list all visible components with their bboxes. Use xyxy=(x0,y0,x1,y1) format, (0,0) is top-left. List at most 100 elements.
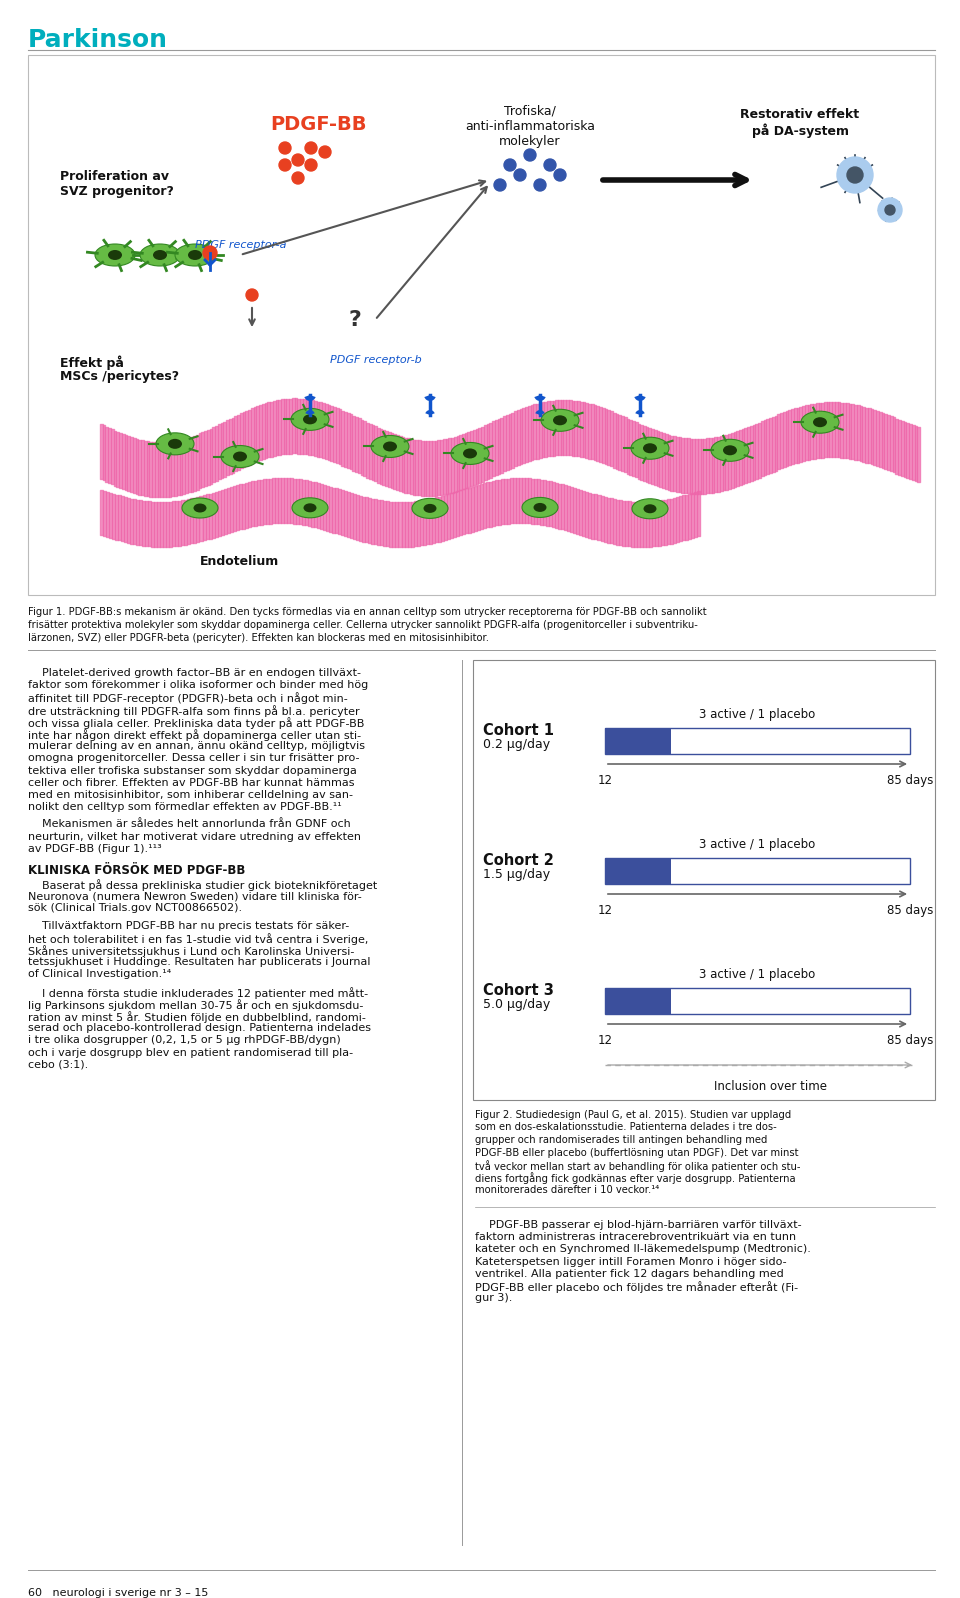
Text: 85 days: 85 days xyxy=(887,904,933,917)
Ellipse shape xyxy=(643,443,657,454)
Text: neurturin, vilket har motiverat vidare utredning av effekten: neurturin, vilket har motiverat vidare u… xyxy=(28,831,361,842)
Text: frisätter protektiva molekyler som skyddar dopaminerga celler. Cellerna utrycker: frisätter protektiva molekyler som skydd… xyxy=(28,620,698,630)
Text: Endotelium: Endotelium xyxy=(200,555,279,567)
Text: 3 active / 1 placebo: 3 active / 1 placebo xyxy=(700,708,816,721)
Text: 12: 12 xyxy=(597,904,612,917)
Text: PDGF-BB: PDGF-BB xyxy=(270,115,367,134)
Text: Cohort 3: Cohort 3 xyxy=(483,983,554,999)
Circle shape xyxy=(494,179,506,192)
Text: 3 active / 1 placebo: 3 active / 1 placebo xyxy=(700,968,816,981)
Circle shape xyxy=(878,198,902,222)
Bar xyxy=(605,729,671,754)
Text: Inclusion over time: Inclusion over time xyxy=(713,1080,827,1093)
Text: Trofiska/: Trofiska/ xyxy=(504,105,556,118)
Circle shape xyxy=(305,158,317,171)
Wedge shape xyxy=(425,411,435,415)
Text: ventrikel. Alla patienter fick 12 dagars behandling med: ventrikel. Alla patienter fick 12 dagars… xyxy=(475,1269,783,1278)
Text: Neuronova (numera Newron Sweden) vidare till kliniska för-: Neuronova (numera Newron Sweden) vidare … xyxy=(28,892,362,901)
Ellipse shape xyxy=(723,446,737,455)
Text: lig Parkinsons sjukdom mellan 30-75 år och en sjukdomsdu-: lig Parkinsons sjukdom mellan 30-75 år o… xyxy=(28,999,364,1010)
Text: SVZ progenitor?: SVZ progenitor? xyxy=(60,185,174,198)
Circle shape xyxy=(524,149,536,161)
Circle shape xyxy=(837,157,873,193)
Circle shape xyxy=(292,173,304,184)
Wedge shape xyxy=(535,395,545,401)
Text: 1.5 µg/day: 1.5 µg/day xyxy=(483,868,550,880)
Ellipse shape xyxy=(463,449,477,459)
Text: Cohort 2: Cohort 2 xyxy=(483,853,554,868)
Ellipse shape xyxy=(221,446,259,468)
Text: 60   neurologi i sverige nr 3 – 15: 60 neurologi i sverige nr 3 – 15 xyxy=(28,1588,208,1598)
Text: gur 3).: gur 3). xyxy=(475,1293,513,1304)
Bar xyxy=(605,988,910,1015)
Text: celler och fibrer. Effekten av PDGF-BB har kunnat hämmas: celler och fibrer. Effekten av PDGF-BB h… xyxy=(28,778,354,788)
Text: som en dos-eskalationsstudie. Patienterna delades i tre dos-: som en dos-eskalationsstudie. Patientern… xyxy=(475,1122,777,1133)
Ellipse shape xyxy=(371,436,409,457)
Circle shape xyxy=(847,168,863,184)
Text: cebo (3:1).: cebo (3:1). xyxy=(28,1059,88,1069)
Text: omogna progenitorceller. Dessa celler i sin tur frisätter pro-: omogna progenitorceller. Dessa celler i … xyxy=(28,753,359,764)
Text: Baserat på dessa prekliniska studier gick bioteknikföretaget: Baserat på dessa prekliniska studier gic… xyxy=(28,879,377,892)
Wedge shape xyxy=(635,395,646,401)
Bar xyxy=(605,858,671,884)
Ellipse shape xyxy=(303,503,317,513)
Circle shape xyxy=(544,158,556,171)
Bar xyxy=(605,988,671,1015)
Ellipse shape xyxy=(631,438,669,459)
Text: 85 days: 85 days xyxy=(887,1034,933,1047)
Text: och vissa gliala celler. Prekliniska data tyder på att PDGF-BB: och vissa gliala celler. Prekliniska dat… xyxy=(28,718,365,729)
Circle shape xyxy=(504,158,516,171)
Bar xyxy=(28,54,935,594)
Circle shape xyxy=(292,153,304,166)
Text: PDGF receptor-a: PDGF receptor-a xyxy=(195,240,286,249)
Text: 0.2 µg/day: 0.2 µg/day xyxy=(483,738,550,751)
Ellipse shape xyxy=(156,433,194,455)
Text: affinitet till PDGF-receptor (PDGFR)-beta och i något min-: affinitet till PDGF-receptor (PDGFR)-bet… xyxy=(28,692,348,705)
Text: tetssjukhuset i Huddinge. Resultaten har publicerats i Journal: tetssjukhuset i Huddinge. Resultaten har… xyxy=(28,957,371,967)
Circle shape xyxy=(534,179,546,192)
Text: Restorativ effekt: Restorativ effekt xyxy=(740,109,859,121)
Text: Platelet-derived growth factor–BB är en endogen tillväxt-: Platelet-derived growth factor–BB är en … xyxy=(28,668,361,678)
Ellipse shape xyxy=(383,441,397,452)
Text: anti-inflammatoriska: anti-inflammatoriska xyxy=(465,120,595,133)
Ellipse shape xyxy=(194,503,206,513)
Text: KLINISKA FÖRSÖK MED PDGF-BB: KLINISKA FÖRSÖK MED PDGF-BB xyxy=(28,865,246,877)
Wedge shape xyxy=(304,395,316,401)
Ellipse shape xyxy=(168,439,182,449)
Text: på DA-system: på DA-system xyxy=(752,123,849,137)
Text: molekyler: molekyler xyxy=(499,134,561,149)
Wedge shape xyxy=(424,395,436,401)
Circle shape xyxy=(246,289,258,300)
Text: kateter och en Synchromed II-läkemedelspump (Medtronic).: kateter och en Synchromed II-läkemedelsp… xyxy=(475,1245,811,1254)
Text: inte har någon direkt effekt på dopaminerga celler utan sti-: inte har någon direkt effekt på dopamine… xyxy=(28,729,361,741)
Text: PDGF-BB passerar ej blod-hjärn-barriären varför tillväxt-: PDGF-BB passerar ej blod-hjärn-barriären… xyxy=(475,1219,802,1230)
Circle shape xyxy=(319,145,331,158)
Circle shape xyxy=(554,169,566,181)
Text: 85 days: 85 days xyxy=(887,773,933,786)
Wedge shape xyxy=(305,411,315,415)
Text: Effekt på: Effekt på xyxy=(60,355,124,369)
Text: PDGF-BB eller placebo (buffertlösning utan PDGF). Det var minst: PDGF-BB eller placebo (buffertlösning ut… xyxy=(475,1147,799,1157)
Text: dre utsträckning till PDGFR-alfa som finns på bl.a. pericyter: dre utsträckning till PDGFR-alfa som fin… xyxy=(28,705,360,716)
Text: med en mitosisinhibitor, som inhiberar celldelning av san-: med en mitosisinhibitor, som inhiberar c… xyxy=(28,789,353,801)
Ellipse shape xyxy=(451,443,489,465)
Text: Proliferation av: Proliferation av xyxy=(60,169,169,184)
Text: 12: 12 xyxy=(597,1034,612,1047)
Circle shape xyxy=(279,142,291,153)
Ellipse shape xyxy=(153,249,167,260)
Text: grupper och randomiserades till antingen behandling med: grupper och randomiserades till antingen… xyxy=(475,1135,767,1146)
Ellipse shape xyxy=(188,249,202,260)
Ellipse shape xyxy=(291,409,329,430)
Text: of Clinical Investigation.¹⁴: of Clinical Investigation.¹⁴ xyxy=(28,970,171,980)
Text: Figur 2. Studiedesign (Paul G, et al. 2015). Studien var upplagd: Figur 2. Studiedesign (Paul G, et al. 20… xyxy=(475,1111,791,1120)
Text: två veckor mellan start av behandling för olika patienter och stu-: två veckor mellan start av behandling fö… xyxy=(475,1160,801,1171)
Text: sök (Clinical Trials.gov NCT00866502).: sök (Clinical Trials.gov NCT00866502). xyxy=(28,903,242,914)
Ellipse shape xyxy=(643,505,657,513)
Bar xyxy=(605,858,910,884)
Ellipse shape xyxy=(182,499,218,518)
Circle shape xyxy=(305,142,317,153)
Text: mulerar delning av en annan, ännu okänd celltyp, möjligtvis: mulerar delning av en annan, ännu okänd … xyxy=(28,741,365,751)
Text: PDGF receptor-b: PDGF receptor-b xyxy=(330,355,421,364)
Circle shape xyxy=(279,158,291,171)
Text: I denna första studie inkluderades 12 patienter med mått-: I denna första studie inkluderades 12 pa… xyxy=(28,986,368,999)
